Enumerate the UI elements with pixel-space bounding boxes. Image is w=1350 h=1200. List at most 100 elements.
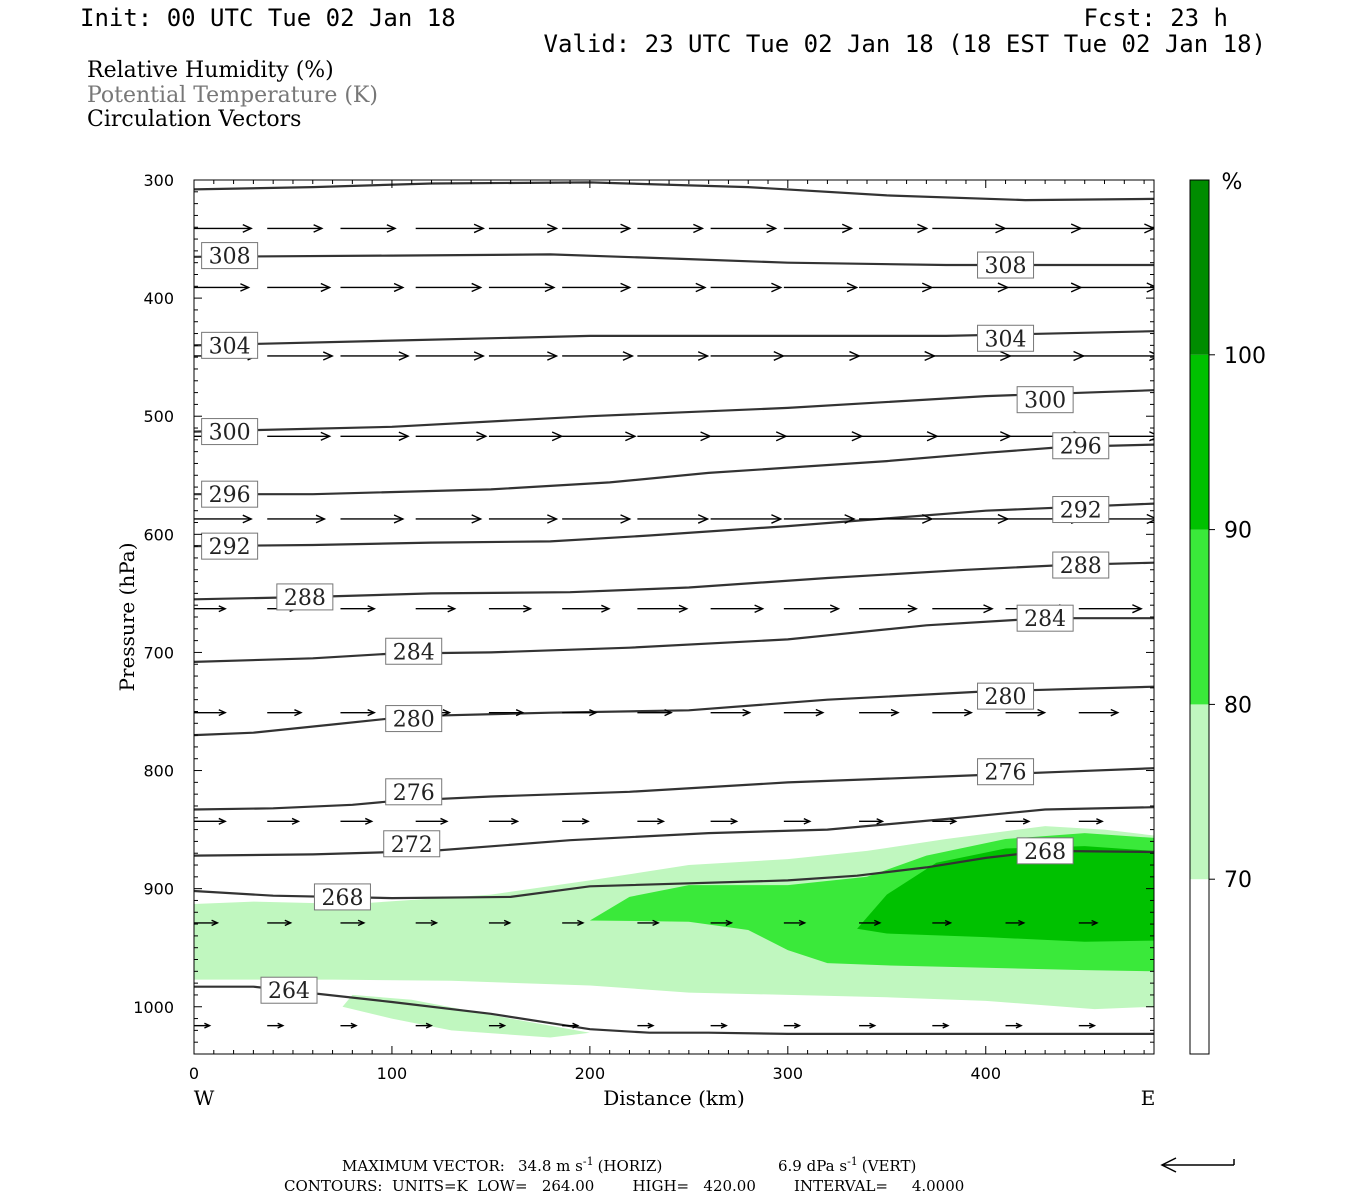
vector-4-0	[194, 514, 253, 524]
vector-head	[294, 709, 303, 717]
vector-3-3	[415, 431, 488, 442]
theta-label-304-1: 304	[977, 324, 1035, 352]
theta-label-276-0: 276	[385, 778, 443, 806]
colorbar: 70 80 90 100	[1189, 179, 1266, 1055]
vector-6-5	[562, 709, 598, 717]
vector-head	[398, 351, 410, 361]
colorbar-label-80: 80	[1224, 693, 1252, 718]
vector-head	[320, 282, 332, 293]
vector-4-4	[488, 514, 559, 524]
vector-7-9	[859, 818, 885, 825]
east-label: E	[1141, 1086, 1156, 1110]
vector-head	[471, 514, 483, 524]
theta-label-text: 308	[209, 245, 251, 270]
vector-head	[242, 224, 253, 233]
vector-4-5	[562, 514, 632, 524]
theta-label-box	[1016, 386, 1074, 414]
vector-7-0	[194, 817, 227, 825]
theta-label-280-1: 280	[977, 682, 1035, 710]
vector-7-8	[783, 817, 812, 825]
vector-1-1	[267, 282, 332, 293]
vector-head	[204, 1022, 212, 1029]
vector-8-2	[340, 919, 366, 927]
vector-head	[499, 1022, 507, 1029]
vector-6-11	[1005, 708, 1047, 717]
theta-label-text: 284	[1024, 607, 1066, 632]
vector-head	[620, 223, 632, 234]
theta-label-box	[1016, 837, 1074, 865]
vector-0-6	[637, 223, 705, 234]
theta-label-308-0: 308	[201, 242, 259, 270]
theta-label-268-0: 268	[313, 883, 371, 911]
vector-5-12	[1078, 604, 1143, 614]
vector-head	[678, 604, 689, 613]
vector-head	[425, 1022, 433, 1029]
vector-head	[242, 514, 253, 524]
vector-7-12	[1078, 818, 1104, 825]
vector-head	[693, 223, 705, 234]
vector-head	[442, 709, 452, 717]
x-tick-label: 100	[377, 1064, 408, 1083]
colorbar-label-90: 90	[1224, 519, 1252, 544]
vector-head	[350, 1022, 358, 1029]
vector-0-4	[488, 223, 559, 234]
vector-head	[720, 1022, 728, 1029]
vector-3-6	[637, 431, 712, 442]
vector-9-3	[415, 1022, 433, 1029]
vector-9-7	[710, 1022, 728, 1029]
theta-label-box	[201, 532, 259, 560]
vector-6-6	[637, 709, 673, 717]
vector-9-8	[783, 1022, 802, 1029]
theta-label-288-0: 288	[276, 583, 334, 611]
vector-head	[773, 351, 786, 361]
colorbar-label-100: 100	[1224, 344, 1266, 369]
theta-label-text: 276	[985, 761, 1027, 786]
vector-head	[1132, 604, 1143, 614]
vector-7-11	[1005, 818, 1031, 825]
vector-6-9	[859, 708, 900, 717]
vector-head	[523, 604, 533, 613]
vector-head	[907, 604, 918, 614]
theta-line-308	[194, 253, 1154, 267]
vector-6-8	[783, 708, 825, 717]
theta-label-text: 280	[985, 685, 1027, 710]
contours-info: CONTOURS: UNITS=K LOW= 264.00 HIGH= 420.…	[284, 1177, 964, 1195]
vector-9-2	[340, 1022, 358, 1029]
x-tick-label: 0	[189, 1064, 199, 1083]
vector-head	[544, 282, 556, 293]
vector-head	[218, 709, 227, 717]
theta-line-300	[194, 389, 1154, 433]
vector-head	[1149, 431, 1154, 442]
theta-label-280-0: 280	[385, 705, 443, 733]
vector-head	[846, 282, 859, 293]
vector-8-13	[1154, 920, 1172, 925]
vector-head	[890, 708, 900, 717]
vector-0-7	[710, 223, 778, 234]
theta-line-288	[194, 561, 1154, 601]
vector-head	[515, 709, 525, 717]
vector-head	[625, 431, 637, 442]
vector-5-3	[415, 604, 457, 613]
vector-7-5	[562, 817, 590, 825]
vector-head	[291, 817, 301, 825]
theta-label-box	[977, 758, 1035, 786]
vector-8-11	[1005, 919, 1026, 926]
vector-head	[551, 431, 564, 442]
vector-9-11	[1005, 1022, 1023, 1029]
vector-8-9	[859, 919, 882, 927]
vector-head	[771, 282, 783, 293]
theta-label-268-1: 268	[1016, 837, 1074, 865]
vector-head	[1225, 432, 1235, 441]
theta-label-box	[1016, 604, 1074, 632]
theta-line-292	[194, 502, 1154, 548]
x-tick-label: 300	[773, 1064, 804, 1083]
vector-0-0	[194, 224, 253, 233]
theta-label-308-1: 308	[977, 251, 1035, 279]
vector-7-7	[710, 817, 739, 825]
vector-head	[803, 817, 812, 825]
vector-3-5	[562, 431, 637, 442]
vector-head	[942, 1022, 950, 1029]
vector-5-2	[340, 605, 376, 613]
vector-head	[386, 224, 397, 233]
